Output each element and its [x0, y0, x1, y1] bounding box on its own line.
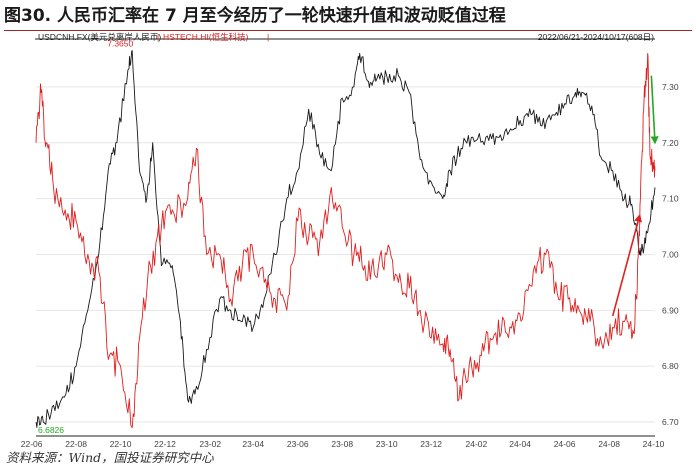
annotation-arrow-2: [611, 213, 642, 317]
legend: USDCNH.FX(美元兑离岸人民币) | HSTECH.HI(恒生科技) | …: [38, 32, 654, 42]
annotation-arrow-3: [650, 75, 659, 145]
source-note: 资料来源：Wind，国投证券研究中心: [6, 450, 214, 465]
annotation-label-0: 7.3650: [107, 39, 133, 49]
y-tick-label-1: 6.80: [662, 361, 679, 371]
annotations: 7.3650 6.6826: [38, 39, 659, 435]
y-tick-label-6: 7.30: [662, 82, 679, 92]
x-tick-label-1: 22-08: [65, 439, 87, 447]
x-tick-label-10: 24-02: [465, 439, 487, 447]
title-rule: [4, 30, 692, 31]
x-axis: 22-06 22-08 22-10 22-12 23-02 23-04 23-06 23-08…: [21, 435, 665, 447]
legend-separator-2: |: [267, 32, 269, 42]
x-tick-label-5: 23-04: [242, 439, 264, 447]
gridlines: [36, 86, 655, 423]
legend-usdcnh: USDCNH.FX(美元兑离岸人民币): [38, 32, 161, 42]
date-range-label: 2022/06/21-2024/10/17(608日): [538, 32, 654, 42]
figure-title: 图30. 人民币汇率在 7 月至今经历了一轮快速升值和波动贬值过程: [4, 6, 506, 26]
x-tick-label-4: 23-02: [199, 439, 221, 447]
annotation-label-1: 6.6826: [38, 425, 64, 435]
y-axis: 6.70 6.80 6.90 7.00 7.10 7.20 7.30: [662, 82, 679, 427]
x-tick-label-9: 23-12: [420, 439, 442, 447]
x-tick-label-13: 24-08: [598, 439, 620, 447]
x-tick-label-3: 22-12: [154, 439, 176, 447]
x-tick-label-6: 23-06: [287, 439, 309, 447]
x-tick-label-2: 22-10: [110, 439, 132, 447]
x-tick-label-8: 23-10: [376, 439, 398, 447]
line-chart: USDCNH.FX(美元兑离岸人民币) | HSTECH.HI(恒生科技) | …: [21, 32, 679, 447]
y-tick-label-2: 6.90: [662, 305, 679, 315]
x-tick-label-7: 23-08: [331, 439, 353, 447]
y-tick-label-5: 7.20: [662, 138, 679, 148]
series-line-1: [35, 52, 656, 429]
legend-hstech: HSTECH.HI(恒生科技): [163, 32, 249, 42]
x-tick-label-12: 24-06: [554, 439, 576, 447]
y-tick-label-3: 7.00: [662, 249, 679, 259]
x-tick-label-0: 22-06: [21, 439, 43, 447]
x-tick-label-14: 24-10: [643, 439, 665, 447]
y-tick-label-4: 7.10: [662, 194, 679, 204]
y-tick-label-0: 6.70: [662, 417, 679, 427]
series-line-0: [35, 50, 656, 428]
x-tick-label-11: 24-04: [509, 439, 531, 447]
series-layer: [35, 50, 656, 429]
legend-separator-1: |: [157, 32, 159, 42]
